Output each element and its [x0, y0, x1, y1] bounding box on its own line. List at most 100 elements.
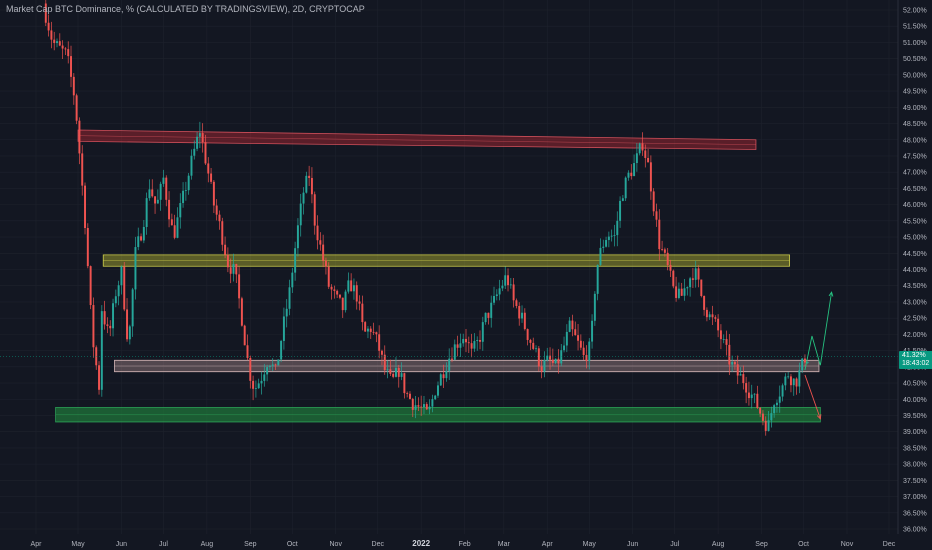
arrow-green-path[interactable] — [804, 292, 833, 371]
candle-body — [47, 22, 50, 31]
candle-body — [669, 265, 672, 271]
candle-body — [128, 326, 131, 340]
candle-body — [134, 247, 137, 290]
candle-body — [344, 291, 347, 311]
candle-body — [403, 373, 406, 394]
y-tick-label: 52.00% — [903, 8, 927, 15]
candle-body — [210, 173, 213, 182]
y-tick-label: 36.50% — [903, 510, 927, 517]
candle-body — [437, 385, 439, 396]
y-tick-label: 36.00% — [903, 527, 927, 534]
candle-body — [451, 358, 453, 360]
y-tick-label: 43.00% — [903, 299, 927, 306]
candle-body — [75, 95, 78, 121]
candle-body — [577, 335, 580, 341]
candle-body — [392, 373, 395, 377]
y-tick-label: 42.00% — [903, 332, 927, 339]
y-tick-label: 37.00% — [903, 494, 927, 501]
candle-body — [641, 143, 644, 151]
x-tick-label: Nov — [330, 541, 343, 548]
y-tick-label: 37.50% — [903, 478, 927, 485]
candle-body — [263, 374, 266, 381]
candle-body — [268, 365, 271, 368]
candle-body — [72, 76, 75, 96]
bar-countdown: 18:43:02 — [902, 360, 930, 368]
y-tick-label: 48.00% — [903, 137, 927, 144]
candle-body — [605, 240, 608, 247]
candle-body — [100, 311, 103, 390]
candle-body — [98, 365, 101, 390]
candle-body — [742, 374, 745, 384]
x-tick-label: Aug — [712, 541, 725, 548]
candle-body — [484, 312, 487, 323]
candle-body — [204, 142, 207, 164]
y-tick-label: 45.50% — [903, 218, 927, 225]
candle-body — [235, 264, 238, 275]
candle-body — [543, 360, 546, 372]
candle-body — [170, 219, 173, 226]
candle-body — [123, 266, 126, 310]
zone-red[interactable] — [77, 129, 757, 150]
candle-body — [431, 399, 434, 407]
candle-body — [252, 380, 255, 389]
candle-body — [649, 162, 652, 192]
time-axis[interactable]: Apr May Jun Jul Aug Sep Oct Nov Dec 2022 Feb Mar Apr… — [31, 539, 896, 548]
candle-body — [78, 120, 81, 154]
x-tick-label: Sep — [755, 541, 768, 548]
candle-body — [512, 284, 515, 301]
candle-body — [397, 367, 400, 377]
candle-body — [148, 189, 151, 199]
candle-body — [518, 305, 521, 319]
support-resistance-zones[interactable] — [55, 129, 821, 423]
candle-body — [599, 247, 602, 265]
candle-body — [201, 133, 204, 143]
candle-body — [151, 189, 154, 197]
candle-body — [585, 354, 588, 361]
candle-body — [411, 398, 414, 410]
y-tick-label: 46.50% — [903, 186, 927, 193]
candle-body — [795, 378, 798, 387]
candle-body — [700, 279, 703, 297]
candle-body — [686, 287, 689, 289]
candle-body — [560, 350, 563, 364]
candle-body — [224, 244, 227, 255]
candle-body — [184, 190, 187, 191]
candle-body — [493, 296, 495, 303]
candle-body — [266, 367, 269, 375]
candlestick-series — [44, 0, 809, 436]
candle-body — [719, 330, 722, 340]
candle-body — [806, 361, 809, 363]
candle-body — [677, 288, 680, 298]
candle-body — [299, 203, 302, 226]
candle-body — [593, 293, 596, 321]
candle-body — [364, 322, 367, 332]
candle-body — [408, 393, 411, 399]
candle-body — [324, 260, 327, 267]
candle-body — [207, 163, 210, 174]
y-tick-label: 40.00% — [903, 397, 927, 404]
candle-body — [355, 285, 358, 302]
candle-body — [745, 383, 748, 393]
candle-body — [579, 340, 582, 348]
candle-body — [417, 405, 420, 407]
candle-body — [50, 30, 53, 40]
candle-body — [226, 254, 229, 268]
candle-body — [442, 374, 445, 379]
x-tick-label: Dec — [883, 541, 896, 548]
candle-body — [64, 48, 67, 50]
candle-body — [420, 406, 423, 408]
candle-body — [445, 370, 448, 379]
candle-body — [588, 341, 591, 361]
candle-body — [764, 420, 767, 431]
y-tick-label: 50.50% — [903, 56, 927, 63]
candle-body — [551, 359, 554, 363]
candle-body — [621, 198, 624, 201]
y-tick-label: 49.00% — [903, 105, 927, 112]
projection-arrows[interactable] — [804, 291, 834, 420]
candle-body — [126, 309, 129, 340]
arrow-red-path[interactable] — [804, 374, 821, 419]
candle-body — [705, 309, 708, 318]
candle-body — [232, 264, 235, 274]
candle-body — [607, 236, 610, 241]
